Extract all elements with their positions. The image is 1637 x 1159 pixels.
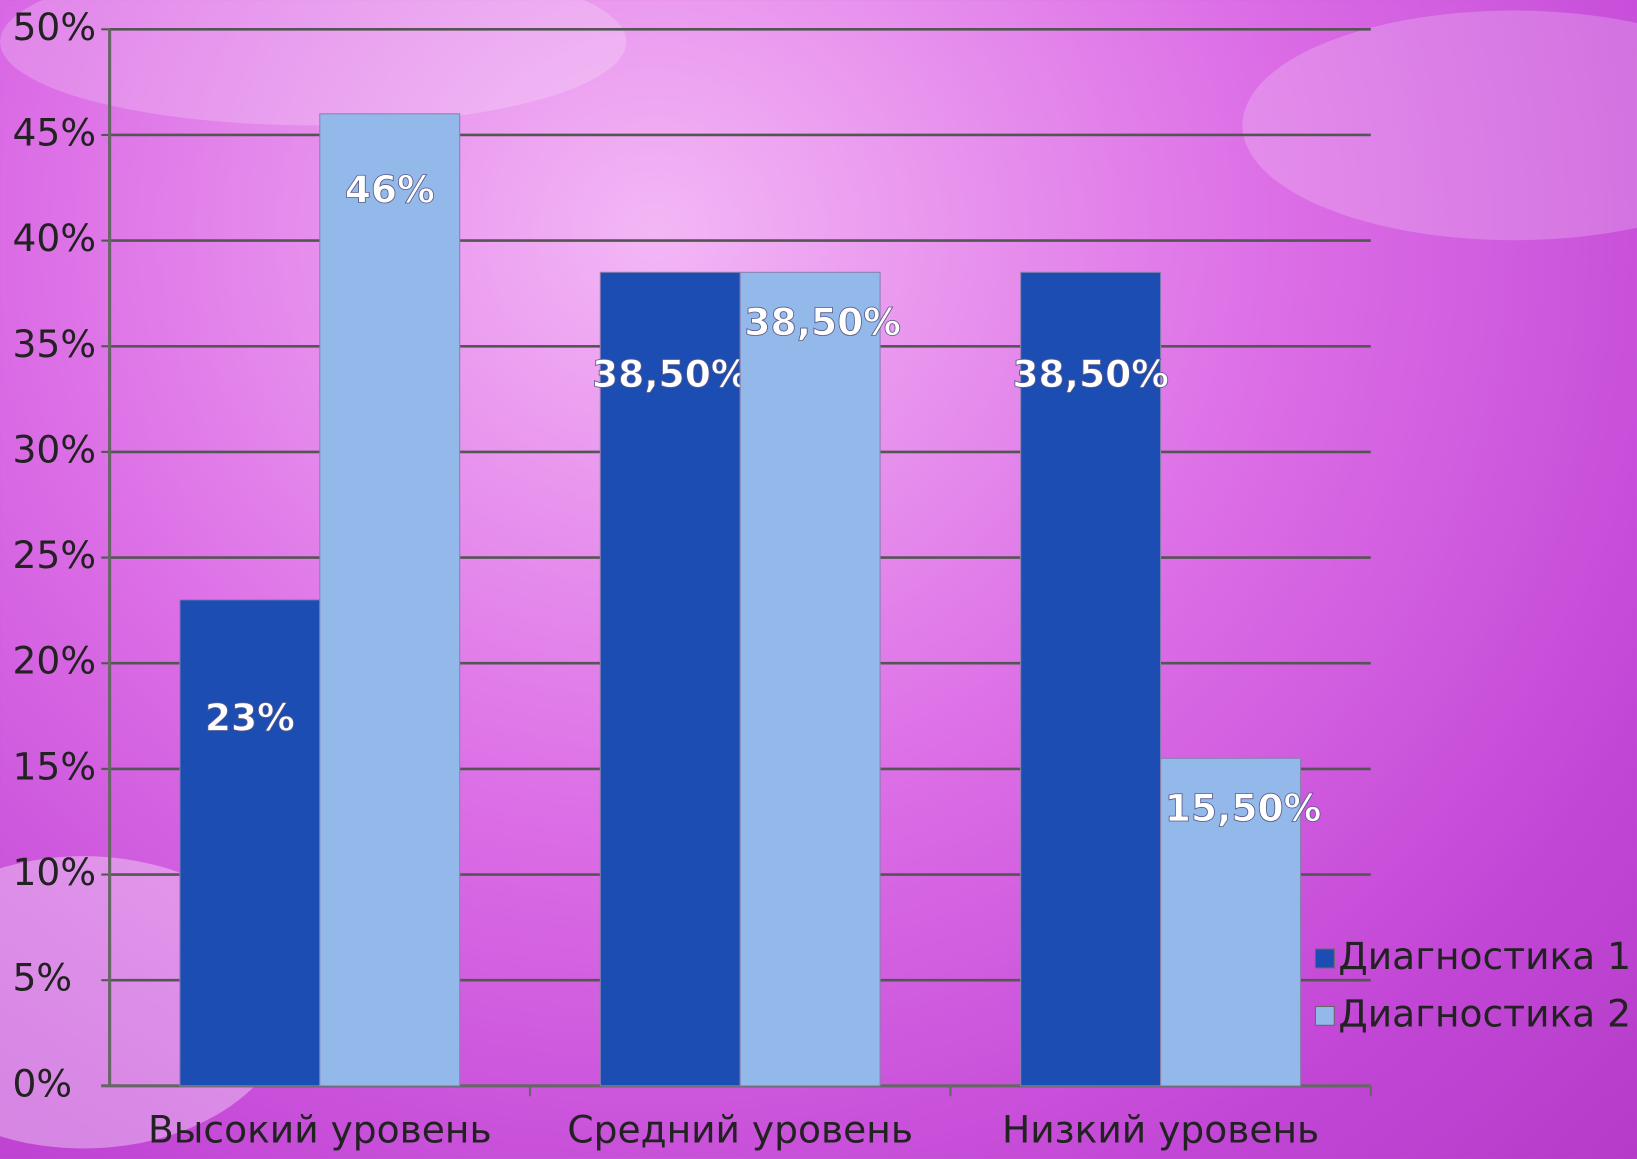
cloud — [1242, 11, 1637, 241]
data-label: 38,50% — [592, 352, 749, 396]
y-tick-label: 5% — [13, 956, 73, 1000]
y-tick-label: 30% — [13, 427, 97, 471]
bar — [180, 600, 320, 1086]
y-tick-label: 40% — [13, 216, 97, 260]
chart: 0% 5% 10% 15% 20% 25% 30% 35% 40% 45% 50% Высокий у… — [0, 0, 1637, 1159]
bar — [320, 114, 460, 1086]
data-label: 38,50% — [1012, 352, 1169, 396]
x-tick-label: Средний уровень — [567, 1107, 913, 1151]
legend-swatch — [1315, 949, 1334, 968]
y-tick-label: 45% — [13, 110, 97, 154]
y-tick-label: 50% — [13, 5, 97, 49]
page: 0% 5% 10% 15% 20% 25% 30% 35% 40% 45% 50% Высокий у… — [0, 0, 1637, 1159]
legend-label: Диагностика 2 — [1338, 991, 1631, 1035]
legend-label: Диагностика 1 — [1338, 934, 1631, 978]
x-tick-label: Высокий уровень — [148, 1107, 492, 1151]
y-tick-label: 10% — [13, 850, 97, 894]
legend-swatch — [1315, 1006, 1334, 1025]
data-label: 38,50% — [744, 300, 901, 344]
data-label: 23% — [205, 695, 295, 739]
y-tick-label: 25% — [13, 533, 97, 577]
y-tick-label: 15% — [13, 744, 97, 788]
bar — [740, 272, 880, 1086]
y-tick-label: 35% — [13, 322, 97, 366]
data-label: 15,50% — [1165, 786, 1322, 830]
x-tick-label: Низкий уровень — [1002, 1107, 1319, 1151]
y-tick-label: 20% — [13, 639, 97, 683]
data-label: 46% — [345, 168, 435, 212]
y-tick-label: 0% — [13, 1061, 73, 1105]
